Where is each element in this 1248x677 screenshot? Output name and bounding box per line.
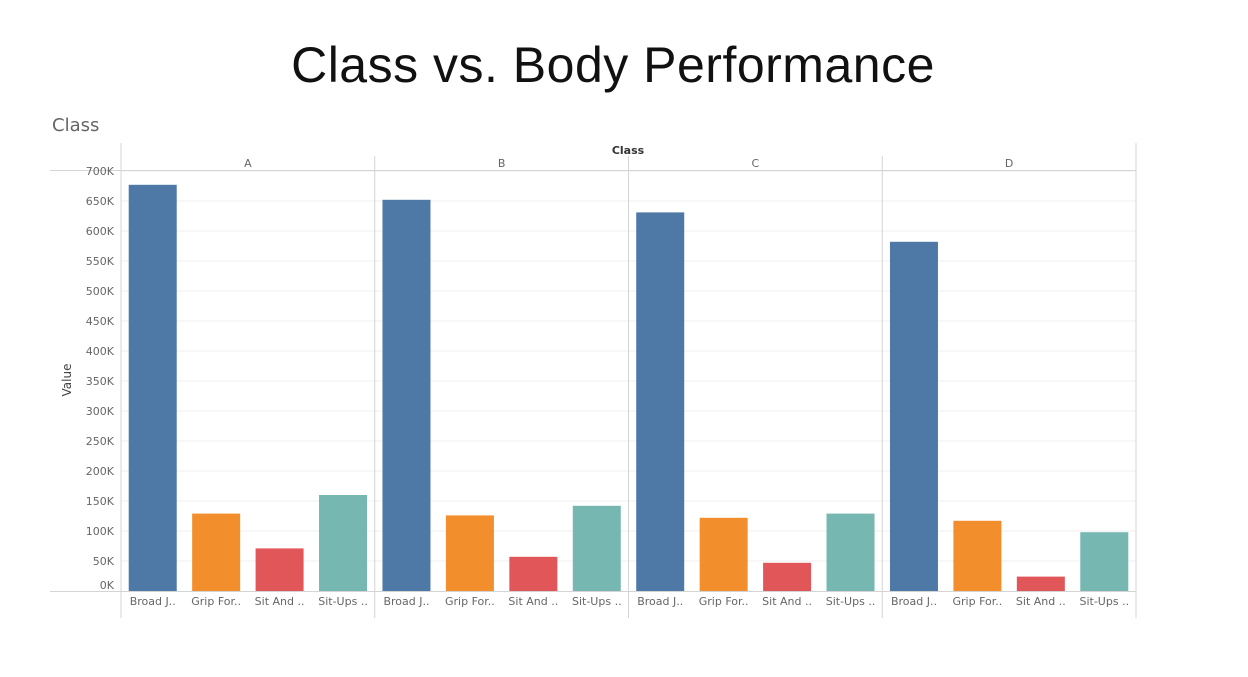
y-tick-label: 150K	[86, 495, 115, 508]
bar-D-2	[953, 520, 1002, 591]
y-tick-label: 200K	[86, 465, 115, 478]
y-axis-label: Value	[60, 364, 74, 397]
sheet-title: Class	[52, 115, 100, 136]
y-tick-label: 100K	[86, 525, 115, 538]
bar-C-1	[636, 212, 685, 591]
x-tick-label: Broad J..	[891, 595, 937, 608]
bar-D-3	[1016, 576, 1065, 591]
bar-C-4	[826, 513, 875, 591]
y-tick-label: 250K	[86, 435, 115, 448]
y-tick-label: 700K	[86, 165, 115, 178]
bar-C-3	[763, 562, 812, 591]
x-tick-label: Sit-Ups ..	[572, 595, 622, 608]
panel-header-B: B	[498, 157, 506, 170]
x-tick-label: Broad J..	[130, 595, 176, 608]
panel-header-C: C	[752, 157, 760, 170]
y-tick-label: 450K	[86, 315, 115, 328]
panel-header-D: D	[1005, 157, 1013, 170]
bar-B-4	[572, 505, 621, 591]
y-tick-label: 650K	[86, 195, 115, 208]
bar-A-1	[128, 184, 177, 592]
bar-B-2	[445, 515, 494, 591]
x-tick-label: Sit And ..	[762, 595, 812, 608]
x-tick-label: Broad J..	[637, 595, 683, 608]
y-tick-label: 500K	[86, 285, 115, 298]
column-header: Class	[612, 144, 645, 157]
y-tick-label: 400K	[86, 345, 115, 358]
x-tick-label: Sit-Ups ..	[1079, 595, 1129, 608]
y-tick-label: 50K	[93, 555, 115, 568]
y-tick-label: 0K	[100, 579, 115, 592]
x-tick-label: Sit-Ups ..	[318, 595, 368, 608]
bar-B-1	[382, 199, 431, 592]
slide-title: Class vs. Body Performance	[291, 37, 935, 93]
frame-layer	[50, 143, 1137, 618]
x-tick-label: Grip For..	[953, 595, 1003, 608]
x-tick-label: Grip For..	[445, 595, 495, 608]
panel-header-A: A	[244, 157, 252, 170]
bar-A-4	[319, 495, 368, 591]
x-tick-label: Grip For..	[191, 595, 241, 608]
bar-C-2	[699, 517, 748, 591]
y-tick-label: 350K	[86, 375, 115, 388]
y-tick-label: 600K	[86, 225, 115, 238]
x-tick-label: Sit-Ups ..	[826, 595, 876, 608]
x-tick-label: Broad J..	[383, 595, 429, 608]
bar-A-2	[192, 513, 241, 591]
bar-D-4	[1080, 532, 1129, 591]
x-tick-label: Sit And ..	[255, 595, 305, 608]
bar-D-1	[889, 241, 938, 592]
x-tick-label: Sit And ..	[508, 595, 558, 608]
x-tick-label: Grip For..	[699, 595, 749, 608]
x-tick-label: Sit And ..	[1016, 595, 1066, 608]
bars-layer	[128, 184, 1129, 592]
bar-A-3	[255, 548, 304, 591]
labels-layer: 0K 50K 100K 150K 200K 250K 300K 350K 400K 450K 500…	[60, 144, 1129, 608]
y-tick-label: 550K	[86, 255, 115, 268]
y-tick-label: 300K	[86, 405, 115, 418]
bar-B-3	[509, 556, 558, 591]
